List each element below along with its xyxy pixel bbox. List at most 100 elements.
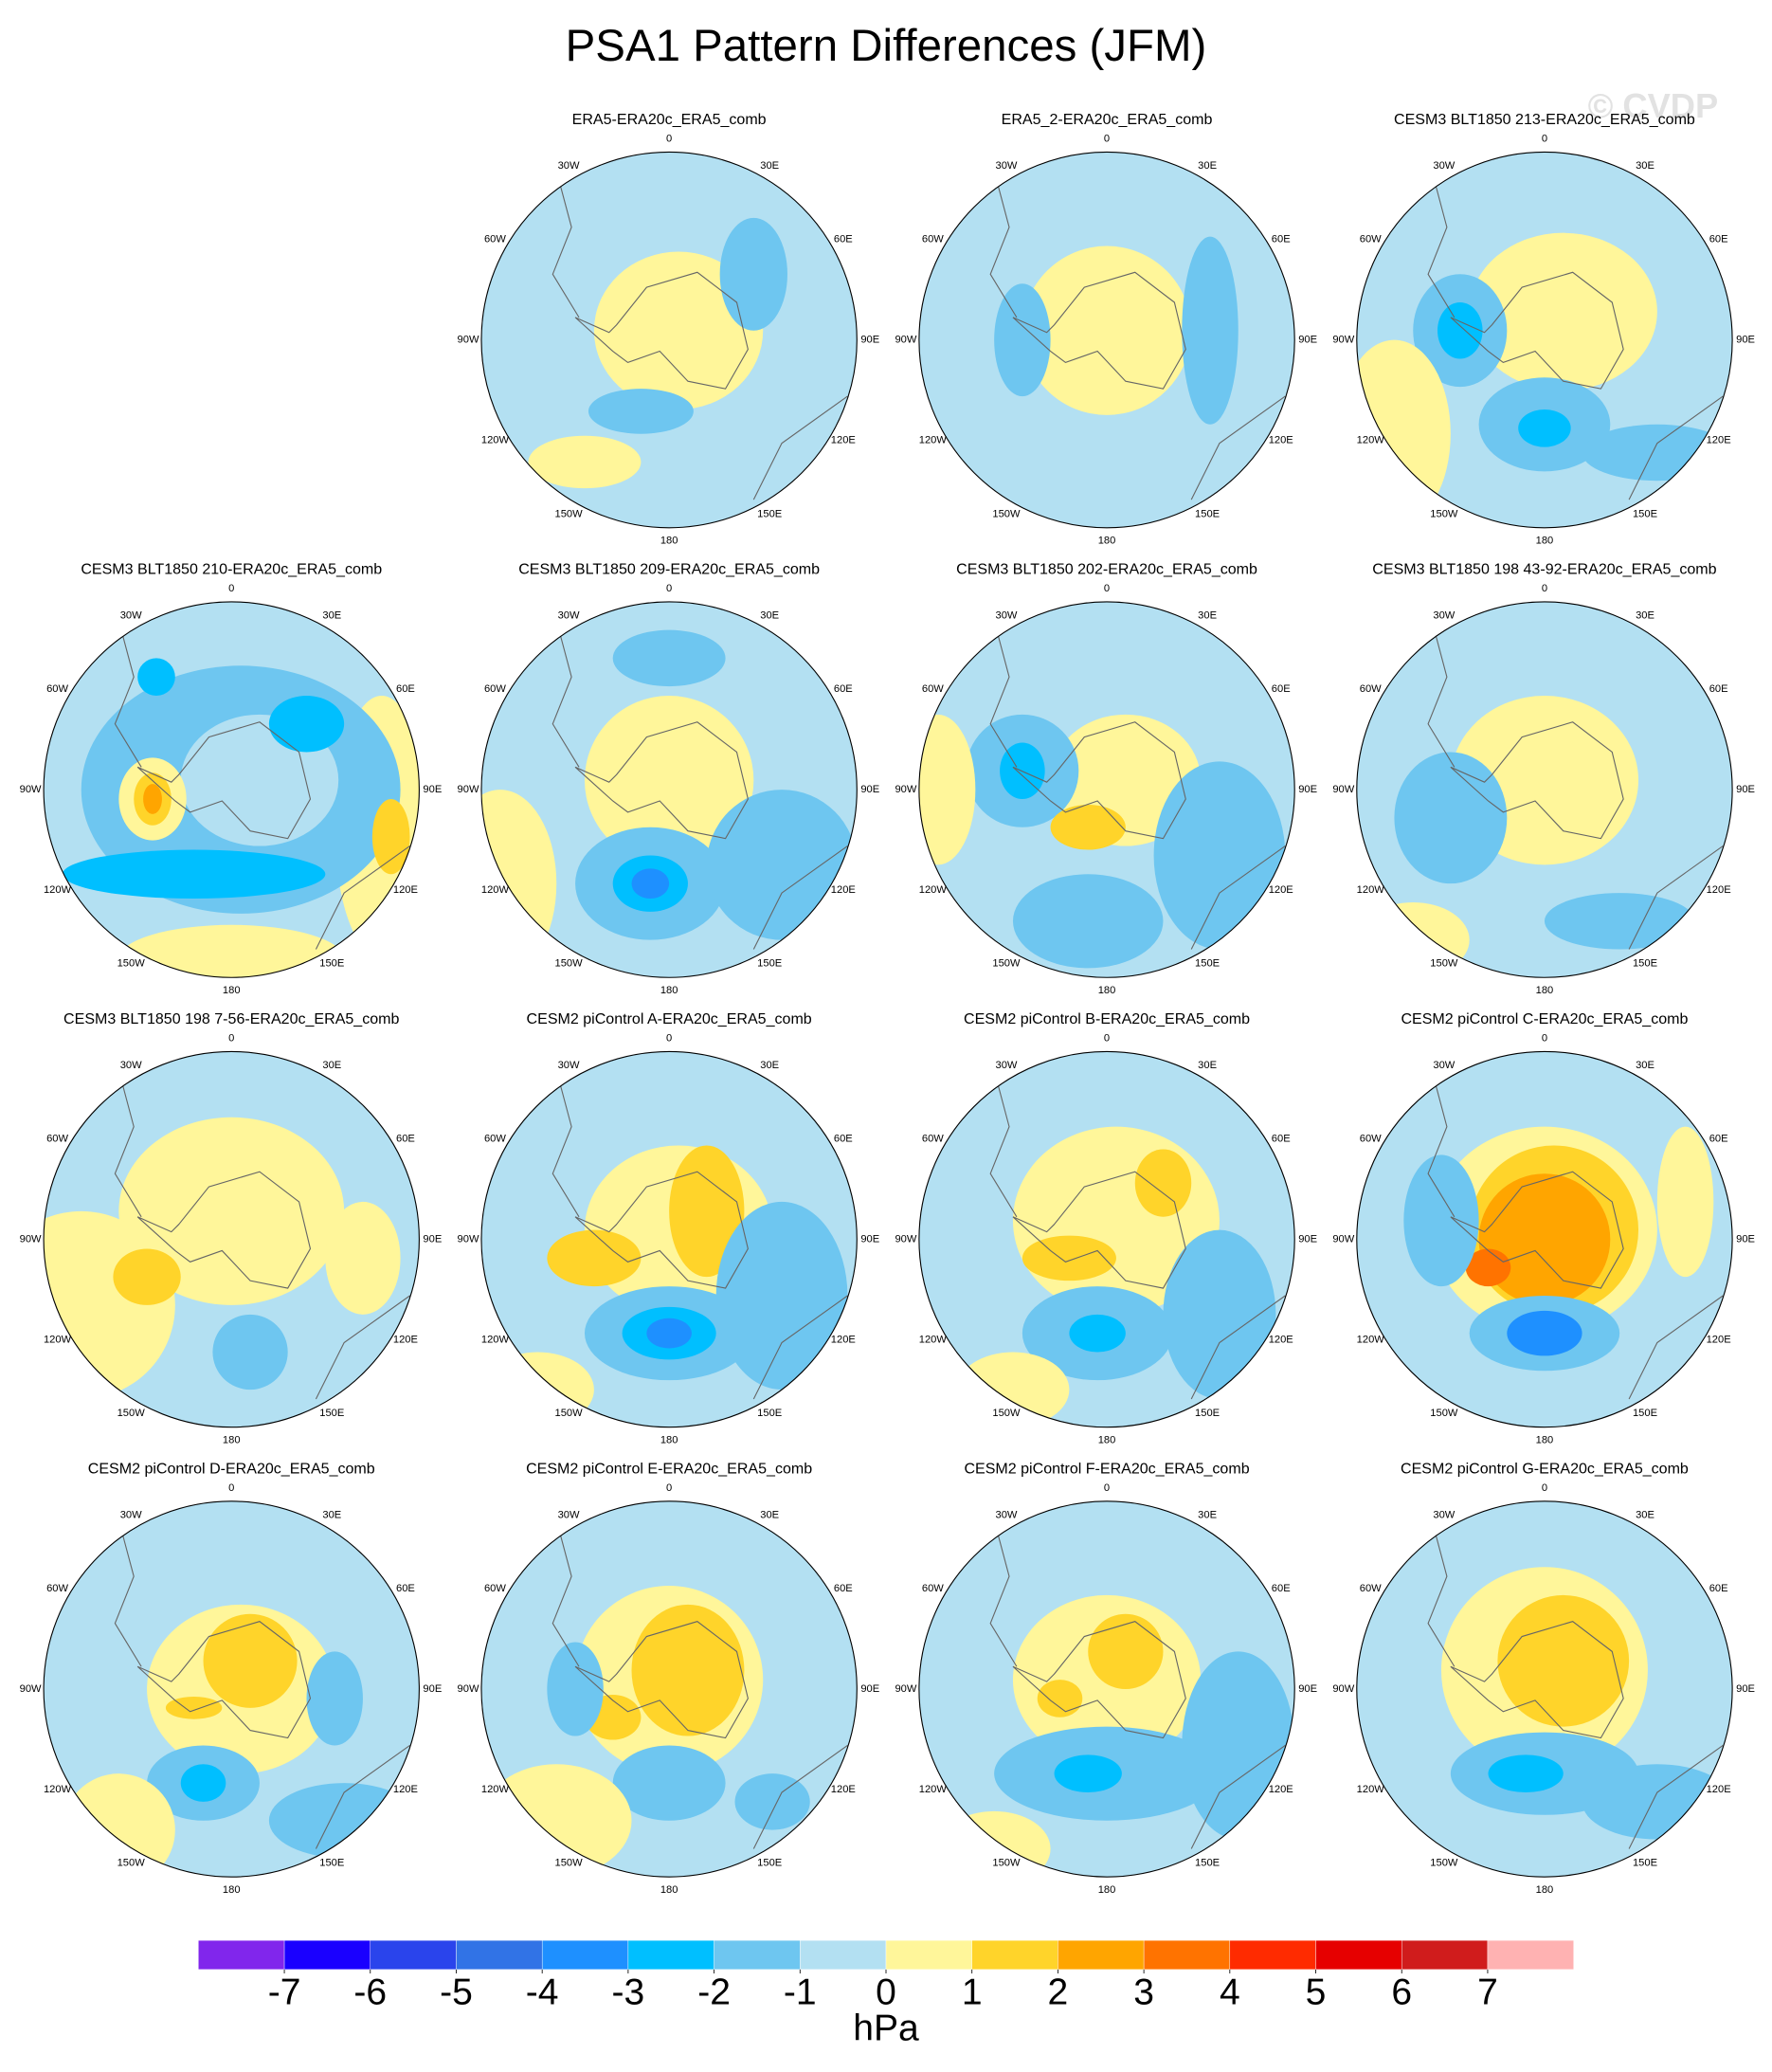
longitude-label: 120W — [481, 884, 510, 896]
longitude-label: 120E — [831, 1784, 856, 1795]
longitude-label: 150E — [757, 958, 782, 970]
longitude-label: 30W — [996, 1509, 1018, 1520]
colorbar-label: -5 — [440, 1972, 473, 2013]
anomaly-region — [1478, 1173, 1611, 1305]
longitude-label: 150W — [118, 958, 146, 970]
longitude-label: 30E — [322, 1060, 341, 1071]
coastline — [1190, 1295, 1286, 1400]
longitude-label: 150E — [1633, 1408, 1657, 1419]
coastline — [574, 721, 749, 840]
longitude-label: 90E — [860, 1234, 879, 1245]
longitude-label: 180 — [660, 985, 678, 996]
longitude-label: 90W — [20, 784, 42, 795]
coastline — [1628, 845, 1724, 950]
longitude-label: 30E — [1198, 609, 1217, 621]
colorbar-swatch — [456, 1939, 543, 1971]
longitude-label: 120E — [1269, 1335, 1293, 1346]
longitude-label: 180 — [1098, 536, 1116, 547]
longitude-label: 60W — [1360, 1583, 1382, 1594]
anomaly-region — [1050, 804, 1126, 850]
map-border — [1356, 601, 1733, 978]
map-border — [480, 151, 858, 529]
coastline — [551, 1070, 580, 1218]
longitude-label: 0 — [666, 133, 672, 144]
longitude-label: 0 — [1542, 583, 1547, 594]
longitude-label: 60W — [922, 683, 944, 695]
panel-title: CESM3 BLT1850 198 7-56-ERA20c_ERA5_comb — [63, 1010, 399, 1027]
longitude-label: 120W — [919, 1784, 948, 1795]
longitude-label: 60E — [1709, 1133, 1728, 1144]
longitude-label: 30E — [760, 1509, 779, 1520]
map-border — [1356, 1500, 1733, 1878]
longitude-label: 150W — [118, 1858, 146, 1869]
longitude-label: 120W — [1357, 435, 1385, 446]
longitude-label: 90E — [423, 784, 442, 795]
longitude-label: 30W — [1433, 1060, 1455, 1071]
anomaly-region — [165, 1696, 223, 1719]
longitude-label: 150W — [555, 508, 584, 519]
anomaly-region — [1134, 1149, 1192, 1217]
longitude-label: 90E — [1298, 335, 1317, 346]
longitude-label: 120E — [393, 1784, 418, 1795]
anomaly-region — [547, 1642, 604, 1736]
longitude-label: 90W — [458, 1683, 479, 1695]
longitude-label: 120E — [1707, 884, 1731, 896]
longitude-label: 60W — [1360, 1133, 1382, 1144]
longitude-label: 30W — [120, 1509, 142, 1520]
colorbar-swatch — [283, 1939, 371, 1971]
coastline — [1190, 1745, 1286, 1849]
map-border — [1356, 151, 1733, 529]
anomaly-region — [588, 389, 694, 434]
anomaly-region — [1012, 874, 1164, 969]
longitude-label: 120W — [481, 1784, 510, 1795]
anomaly-region — [1153, 761, 1286, 950]
map-border — [480, 601, 858, 978]
anomaly-region — [1656, 1126, 1714, 1278]
longitude-label: 0 — [1104, 1032, 1110, 1044]
longitude-label: 180 — [223, 1884, 241, 1896]
longitude-label: 180 — [1536, 536, 1554, 547]
panel-title: CESM3 BLT1850 210-ERA20c_ERA5_comb — [81, 561, 382, 578]
longitude-label: 180 — [660, 1884, 678, 1896]
panel-title: CESM2 piControl G-ERA20c_ERA5_comb — [1401, 1461, 1689, 1478]
coastline — [574, 1621, 749, 1739]
longitude-label: 90E — [1298, 1683, 1317, 1695]
coastline — [1427, 1070, 1456, 1218]
longitude-label: 60E — [1709, 234, 1728, 245]
anomaly-region — [1356, 339, 1451, 528]
longitude-label: 150W — [992, 508, 1021, 519]
longitude-label: 60W — [484, 234, 506, 245]
longitude-label: 90W — [895, 1234, 916, 1245]
longitude-label: 0 — [1104, 133, 1110, 144]
colorbar-label: -7 — [268, 1972, 301, 2013]
coastline — [114, 1070, 142, 1218]
map-field — [1356, 152, 1733, 528]
longitude-label: 150W — [1430, 508, 1458, 519]
anomaly-region — [306, 1651, 363, 1746]
map-panel: CESM2 piControl C-ERA20c_ERA5_comb 0 30E 60… — [1332, 1010, 1755, 1445]
longitude-label: 0 — [666, 1032, 672, 1044]
longitude-label: 30W — [120, 609, 142, 621]
anomaly-region — [918, 714, 976, 865]
longitude-label: 150W — [1430, 1858, 1458, 1869]
anomaly-region — [118, 924, 345, 978]
map-field — [44, 601, 420, 978]
anomaly-region — [203, 1613, 298, 1708]
longitude-label: 60W — [922, 1583, 944, 1594]
longitude-label: 120E — [1707, 1784, 1731, 1795]
map-panel: ERA5-ERA20c_ERA5_comb 0 30E 60E 90E 120E 150E 1… — [458, 111, 880, 546]
longitude-label: 0 — [666, 1482, 672, 1494]
anomaly-region — [706, 790, 858, 940]
anomaly-region — [1088, 1613, 1164, 1690]
map-border — [43, 1500, 420, 1878]
longitude-label: 30E — [1636, 160, 1654, 172]
anomaly-region — [1069, 1314, 1126, 1353]
anomaly-region — [1469, 232, 1657, 391]
coastline — [1427, 171, 1456, 318]
longitude-label: 150W — [555, 958, 584, 970]
longitude-label: 30W — [558, 609, 580, 621]
longitude-label: 150E — [1195, 508, 1220, 519]
colorbar-swatch — [1229, 1939, 1316, 1971]
anomaly-region — [1403, 1154, 1479, 1287]
longitude-label: 60W — [46, 1583, 68, 1594]
